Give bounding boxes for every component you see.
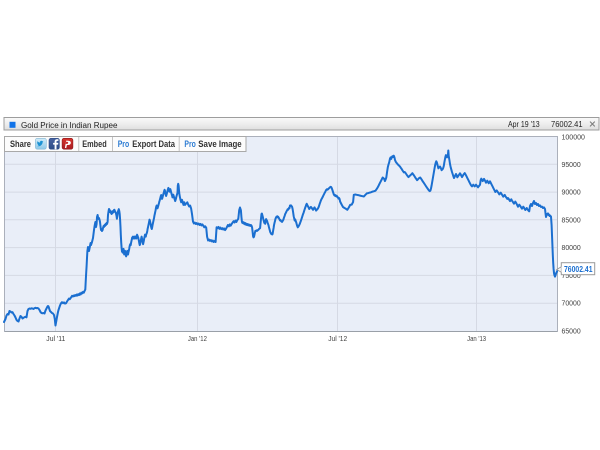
- svg-text:Jul '11: Jul '11: [46, 334, 65, 343]
- svg-text:76002.41: 76002.41: [564, 265, 593, 274]
- svg-text:Jan '12: Jan '12: [188, 334, 207, 343]
- svg-text:Export Data: Export Data: [132, 139, 175, 150]
- svg-text:65000: 65000: [562, 327, 581, 336]
- svg-text:Apr 19 '13: Apr 19 '13: [508, 120, 540, 129]
- svg-text:Save Image: Save Image: [198, 139, 241, 150]
- svg-text:Share: Share: [10, 139, 31, 150]
- svg-text:70000: 70000: [562, 299, 581, 308]
- svg-text:Pro: Pro: [118, 139, 130, 150]
- svg-text:Jul '12: Jul '12: [328, 334, 347, 343]
- svg-text:76002.41: 76002.41: [551, 120, 583, 129]
- svg-text:80000: 80000: [562, 243, 581, 252]
- svg-text:90000: 90000: [562, 188, 581, 197]
- svg-text:85000: 85000: [562, 215, 581, 224]
- svg-text:Embed: Embed: [82, 139, 107, 150]
- svg-text:100000: 100000: [562, 133, 585, 142]
- svg-text:Jan '13: Jan '13: [467, 334, 486, 343]
- svg-text:75000: 75000: [562, 271, 581, 280]
- svg-text:Pro: Pro: [184, 139, 196, 150]
- svg-text:95000: 95000: [562, 160, 581, 169]
- svg-text:Gold Price in Indian Rupee: Gold Price in Indian Rupee: [21, 121, 118, 130]
